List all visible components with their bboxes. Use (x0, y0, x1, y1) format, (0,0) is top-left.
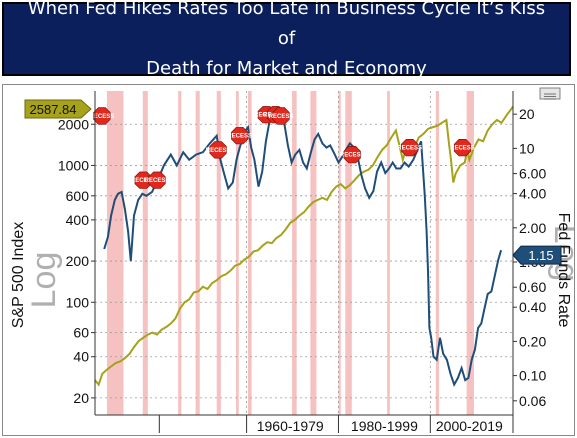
recession-marker-icon (400, 138, 419, 157)
series-line-fed-funds (94, 105, 514, 387)
y2-tick-label: 0.20 (519, 333, 546, 349)
sp500-last-value: 2587.84 (30, 102, 77, 117)
log-scale-label-left: Log (25, 252, 63, 309)
banner-title-line2: Death for Market and Economy (146, 58, 427, 79)
recession-marker-label: RECESS (206, 148, 231, 154)
y-tick-label: 2000 (58, 116, 89, 132)
recession-band (106, 91, 124, 415)
x-tick-label: 1960-1979 (257, 418, 324, 434)
recession-bands (106, 91, 474, 415)
recession-marker-icon (231, 127, 249, 145)
y2-tick-label: 20 (519, 106, 535, 122)
recession-marker-label: RECESS (254, 113, 279, 119)
y2-tick-label: 10 (519, 140, 535, 156)
y-tick-label: 40 (73, 349, 89, 365)
x-tick-label: 2000-2019 (436, 418, 503, 434)
y-tick-label: 400 (66, 212, 90, 228)
y2-tick-label: 0.40 (519, 299, 546, 315)
recession-band (345, 91, 352, 415)
recession-marker-icon (148, 171, 166, 189)
recession-marker-label: RECESS (340, 153, 365, 159)
recession-band (216, 91, 221, 415)
fed-funds-last-value-badge (512, 245, 562, 265)
chart: RECESSRECESSRECESSRECESSRECESSRECESSRECE… (3, 85, 574, 435)
recession-marker-label: RECESS (145, 178, 170, 184)
y-tick-label: 600 (66, 188, 90, 204)
y2-tick-label: 0.10 (519, 368, 546, 384)
series-lines (94, 105, 514, 388)
recession-markers: RECESSRECESSRECESSRECESSRECESSRECESSRECE… (90, 106, 475, 189)
recession-band (236, 91, 239, 415)
recession-marker-icon (343, 145, 361, 164)
y2-axis-title: Fed Funds Rate (555, 213, 572, 328)
recession-band (387, 91, 390, 415)
banner-title: When Fed Hikes Rates Too Late in Busines… (27, 0, 547, 84)
recession-band (178, 91, 182, 415)
y2-tick-label: 0.06 (519, 393, 546, 409)
recession-marker-icon (453, 138, 472, 157)
recession-marker-icon (134, 171, 152, 189)
series-line-sp500 (103, 106, 503, 388)
recession-band (310, 91, 317, 415)
recession-marker-icon (209, 141, 227, 159)
last-value-badges: 2587.84 1.15 (24, 99, 562, 265)
banner-title-line1: When Fed Hikes Rates Too Late in Busines… (27, 0, 546, 49)
recession-marker-label: RECESS (90, 114, 115, 120)
y2-tick-label: 0.60 (519, 279, 546, 295)
recession-band (142, 91, 148, 415)
chart-toolbar[interactable] (539, 87, 561, 100)
recession-marker-icon (93, 107, 111, 125)
title-banner: When Fed Hikes Rates Too Late in Busines… (2, 0, 571, 79)
recession-marker-label: RECESS (227, 134, 252, 140)
recession-band (338, 91, 341, 415)
x-tick-label: 1980-1999 (351, 418, 418, 434)
y-axis-title: S&P 500 Index (10, 222, 27, 328)
recession-band (292, 91, 297, 415)
recession-marker-label: RECESS (397, 146, 422, 152)
y-tick-label: 100 (66, 294, 90, 310)
recession-marker-label: RECESS (269, 114, 294, 120)
y-tick-label: 200 (66, 253, 90, 269)
recession-band (195, 91, 200, 415)
recession-band (435, 91, 440, 415)
recession-marker-label: RECESS (450, 146, 475, 152)
recession-marker-label: RECESS (131, 178, 156, 184)
y-tick-label: 20 (73, 390, 89, 406)
recession-marker-icon (272, 107, 290, 125)
recession-band (247, 91, 252, 415)
grid (95, 91, 513, 415)
sp500-last-value-badge (24, 99, 92, 119)
y-tick-label: 60 (73, 325, 89, 341)
y2-tick-label: 6.00 (519, 166, 546, 182)
chart-menu-icon (539, 87, 561, 100)
y2-tick-label: 2.00 (519, 220, 546, 236)
y2-tick-label: 4.00 (519, 186, 546, 202)
recession-band (466, 91, 474, 415)
chart-frame: RECESS RECESS RECESS RECESS RECESS RECESS RECE… (2, 84, 575, 436)
y-tick-label: 1000 (58, 157, 89, 173)
fed-funds-last-value: 1.15 (528, 248, 553, 263)
